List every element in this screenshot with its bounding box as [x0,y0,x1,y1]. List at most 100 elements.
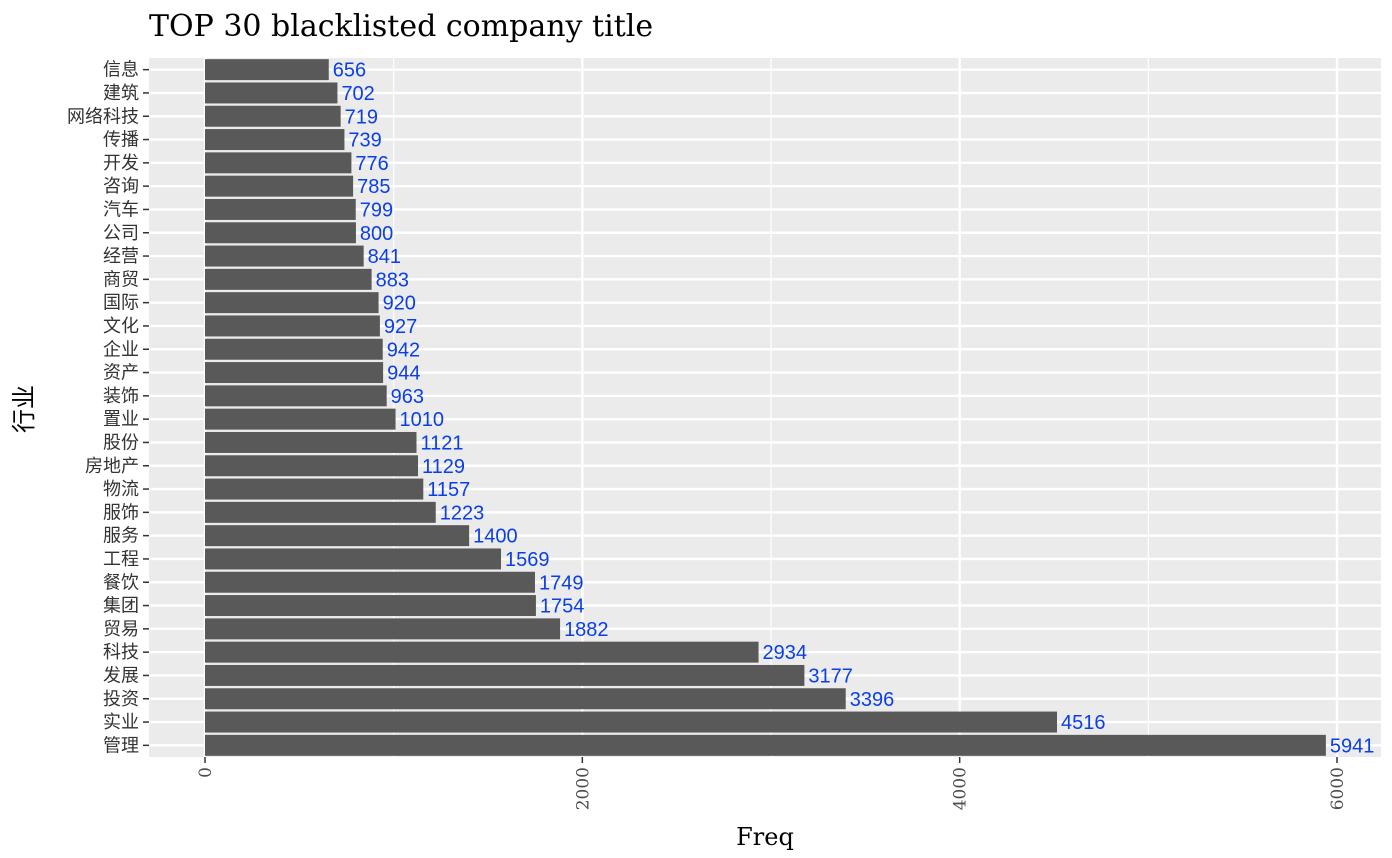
y-tick-label: 传播 [103,130,139,151]
data-label: 942 [387,339,420,361]
y-tick-label: 汽车 [103,199,139,220]
y-tick-label: 网络科技 [67,106,139,127]
y-tick-label: 房地产 [85,456,139,477]
y-tick-label: 经营 [103,246,139,267]
y-tick-label: 管理 [103,735,139,756]
x-tick-label: 0 [196,767,216,778]
bar [205,59,329,81]
y-tick-label: 商贸 [103,269,139,290]
data-label: 702 [341,83,374,105]
data-label: 1569 [505,549,550,571]
bar [205,641,759,663]
bar [205,222,356,244]
data-label: 1400 [473,526,517,548]
data-label: 1754 [540,596,585,618]
bar [205,664,805,686]
data-label: 1010 [400,409,445,431]
bar [205,245,364,267]
bar [205,385,387,407]
x-tick-label: 6000 [1328,767,1348,810]
bar [205,618,561,640]
y-tick-label: 装饰 [103,386,139,407]
y-tick-label: 企业 [103,339,139,360]
bar [205,478,424,500]
data-label: 1749 [539,572,584,594]
y-tick-label: 建筑 [103,83,139,104]
y-tick-label: 贸易 [103,619,139,640]
data-label: 785 [357,176,390,198]
bar [205,362,384,384]
data-label: 1129 [422,456,465,478]
y-tick-label: 服务 [103,526,139,547]
bar [205,571,535,593]
bar [205,688,846,710]
y-tick-label: 开发 [103,153,139,174]
bar [205,711,1058,733]
y-tick-label: 国际 [103,293,139,314]
y-tick-label: 信息 [103,60,139,81]
y-tick-label: 实业 [103,712,139,733]
y-tick-label: 服饰 [103,502,139,523]
y-tick-label: 物流 [103,479,139,500]
bar [205,292,379,314]
bar [205,595,536,617]
bar [205,82,338,104]
data-label: 776 [355,153,388,175]
y-tick-label: 投资 [103,689,139,710]
data-label: 944 [387,363,420,385]
bar [205,501,436,523]
y-tick-label: 发展 [103,665,139,686]
bar [205,152,352,174]
y-axis-title: 行业 [10,385,38,433]
bar [205,408,396,430]
data-label: 800 [360,223,393,245]
data-label: 4516 [1061,712,1106,734]
y-tick-label: 科技 [103,642,139,663]
data-label: 3396 [850,689,895,711]
y-tick-label: 咨询 [103,176,139,197]
data-label: 3177 [808,665,853,687]
data-label: 927 [384,316,417,338]
data-label: 963 [391,386,424,408]
data-label: 5941 [1330,735,1375,757]
y-tick-label: 置业 [103,409,139,430]
y-tick-label: 资产 [103,363,139,384]
data-label: 883 [376,269,409,291]
data-label: 1223 [440,502,485,524]
data-label: 739 [348,130,381,152]
y-tick-label: 工程 [103,549,139,570]
bar [205,198,356,220]
x-tick-label: 2000 [573,767,593,810]
plot-panel [149,58,1381,757]
x-axis: 0 2000 4000 6000 [196,757,1348,810]
data-label: 719 [345,106,378,128]
bar [205,315,380,337]
bars [205,59,1326,756]
bar [205,431,417,453]
y-tick-label: 公司 [103,223,139,244]
bar [205,338,383,360]
bar [205,175,354,197]
data-label: 1157 [427,479,470,501]
bar [205,129,345,151]
data-label: 799 [360,199,393,221]
data-label: 2934 [763,642,808,664]
data-label: 920 [383,293,416,315]
y-tick-label: 餐饮 [103,572,139,593]
data-label: 841 [368,246,401,268]
bar [205,734,1326,756]
x-axis-title: Freq [736,823,794,851]
data-label: 1882 [564,619,609,641]
data-label: 656 [333,60,366,82]
chart-title: TOP 30 blacklisted company title [149,9,653,44]
bar [205,525,470,547]
bar [205,268,372,290]
y-tick-label: 股份 [103,432,139,453]
bar [205,548,502,570]
y-tick-label: 集团 [103,596,139,617]
x-tick-label: 4000 [951,767,971,810]
y-tick-label: 文化 [103,316,139,337]
